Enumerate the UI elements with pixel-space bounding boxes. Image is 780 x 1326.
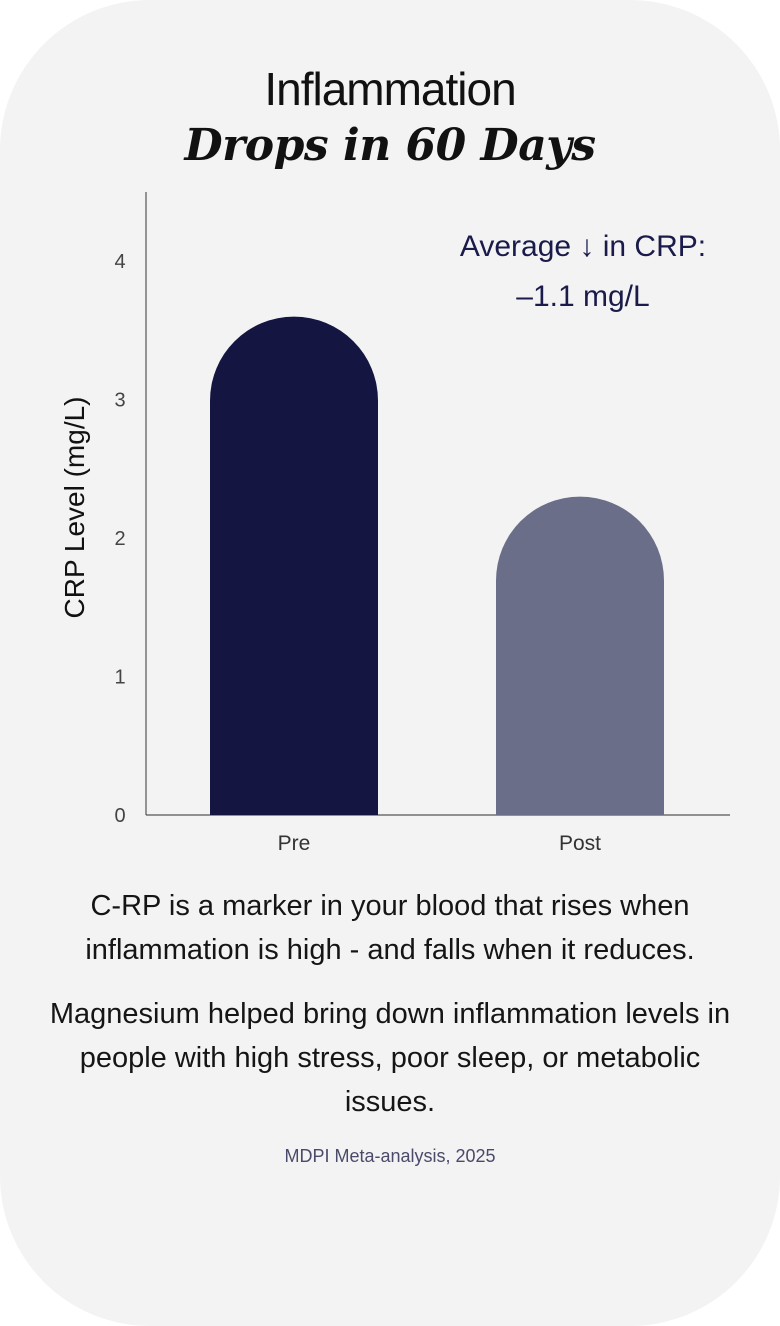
- chart-subtitle: Drops in 60 Days: [184, 120, 596, 171]
- x-category-label-pre: Pre: [278, 832, 311, 855]
- chart-title: Inflammation: [264, 63, 516, 115]
- y-tick-label: 0: [114, 805, 125, 827]
- annotation-line2: –1.1 mg/L: [516, 280, 649, 313]
- y-tick-label: 4: [114, 251, 125, 273]
- annotation-line1: Average ↓ in CRP:: [460, 230, 706, 263]
- y-tick-label: 3: [114, 390, 125, 412]
- magnesium-explanation: Magnesium helped bring down inflammation…: [49, 998, 731, 1118]
- crp-explanation: C-RP is a marker in your blood that rise…: [85, 890, 695, 966]
- y-tick-label: 1: [114, 667, 125, 689]
- source-citation: MDPI Meta-analysis, 2025: [284, 1146, 496, 1166]
- x-category-label-post: Post: [559, 832, 601, 855]
- y-axis-label: CRP Level (mg/L): [59, 396, 90, 618]
- y-tick-label: 2: [114, 528, 125, 550]
- bar-chart: 0 1 2 3 4 CRP Level (mg/L) Pre Post Average ↓ in…: [59, 192, 730, 855]
- bar-post: [496, 496, 664, 815]
- bar-pre: [210, 316, 378, 815]
